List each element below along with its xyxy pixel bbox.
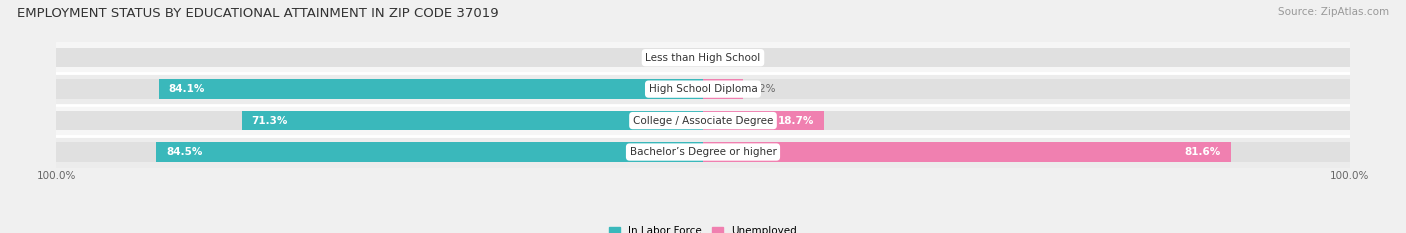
Bar xyxy=(56,136,1350,168)
Bar xyxy=(703,111,1350,130)
Text: 81.6%: 81.6% xyxy=(1185,147,1220,157)
Bar xyxy=(703,48,1350,67)
Bar xyxy=(56,105,1350,136)
Bar xyxy=(159,79,703,99)
Text: 6.2%: 6.2% xyxy=(749,84,776,94)
Text: College / Associate Degree: College / Associate Degree xyxy=(633,116,773,126)
Text: 71.3%: 71.3% xyxy=(252,116,288,126)
Bar xyxy=(56,73,1350,105)
Bar xyxy=(703,111,824,130)
Text: 0.0%: 0.0% xyxy=(716,53,742,63)
Bar xyxy=(56,111,703,130)
Text: 0.0%: 0.0% xyxy=(664,53,690,63)
Text: High School Diploma: High School Diploma xyxy=(648,84,758,94)
Bar xyxy=(703,79,1350,99)
Bar xyxy=(242,111,703,130)
Bar xyxy=(156,142,703,162)
Bar xyxy=(56,142,703,162)
Text: Less than High School: Less than High School xyxy=(645,53,761,63)
Bar xyxy=(56,48,703,67)
Bar xyxy=(703,142,1350,162)
Bar xyxy=(56,79,703,99)
Bar xyxy=(703,79,744,99)
Bar xyxy=(703,142,1230,162)
Legend: In Labor Force, Unemployed: In Labor Force, Unemployed xyxy=(605,222,801,233)
Text: EMPLOYMENT STATUS BY EDUCATIONAL ATTAINMENT IN ZIP CODE 37019: EMPLOYMENT STATUS BY EDUCATIONAL ATTAINM… xyxy=(17,7,499,20)
Bar xyxy=(56,42,1350,73)
Text: 84.5%: 84.5% xyxy=(166,147,202,157)
Text: 18.7%: 18.7% xyxy=(778,116,814,126)
Text: Source: ZipAtlas.com: Source: ZipAtlas.com xyxy=(1278,7,1389,17)
Text: 84.1%: 84.1% xyxy=(169,84,205,94)
Text: Bachelor’s Degree or higher: Bachelor’s Degree or higher xyxy=(630,147,776,157)
